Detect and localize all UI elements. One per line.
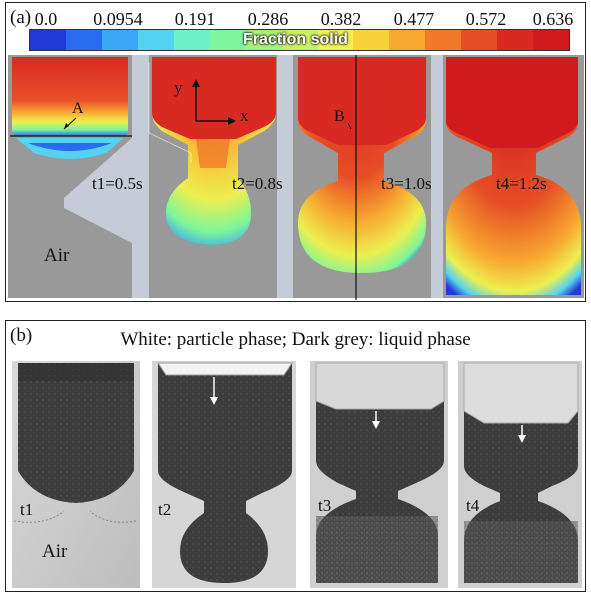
panel-a-simulation: 0.0 0.0954 0.191 0.286 0.382 0.477 0.572… xyxy=(5,2,586,302)
snapshot-t1 xyxy=(8,55,132,298)
colorbar-segment xyxy=(389,30,426,50)
colorbar-tick: 0.382 xyxy=(320,9,362,29)
panel-b-caption: White: particle phase; Dark grey: liquid… xyxy=(120,329,471,350)
time-label-t2: t2=0.8s xyxy=(232,174,283,193)
panel-b-experiment: t1 t2 t3 t4 Air (b) White: particle phas… xyxy=(5,320,586,592)
air-label: Air xyxy=(44,245,70,266)
snapshot-t2 xyxy=(148,55,277,298)
snapshot-t3 xyxy=(293,55,431,300)
x-axis-arrowhead xyxy=(228,117,236,125)
colorbar-segment xyxy=(317,30,354,50)
colorbar-segment xyxy=(101,30,138,50)
colorbar-segment xyxy=(245,30,282,50)
colorbar-tick: 0.286 xyxy=(247,9,289,29)
point-label-b: B xyxy=(334,108,345,125)
photo-time-t2: t2 xyxy=(158,500,171,519)
point-a-arrowhead xyxy=(64,123,69,129)
photo-frame-t1 xyxy=(12,361,140,588)
y-axis-arrowhead xyxy=(192,79,200,87)
x-axis-label: x xyxy=(240,106,249,125)
simulation-contours: t1=0.5s t2=0.8s t3=1.0s t4=1.2s A B y x … xyxy=(8,55,584,300)
time-label-t3: t3=1.0s xyxy=(381,174,432,193)
y-axis-label: y xyxy=(174,78,183,97)
colorbar-segment xyxy=(533,30,570,50)
colorbar-tick: 0.477 xyxy=(393,9,435,29)
colorbar-segment xyxy=(30,30,66,50)
colorbar-tick: 0.191 xyxy=(174,9,216,29)
colorbar-segment xyxy=(353,30,390,50)
colorbar-segment xyxy=(137,30,174,50)
colorbar-segment xyxy=(209,30,246,50)
panel-a-label: (a) xyxy=(10,7,34,29)
photo-time-t1: t1 xyxy=(20,500,33,519)
photo-time-t3: t3 xyxy=(318,496,331,515)
photo-frame-t3 xyxy=(310,361,448,588)
snapshot-t4 xyxy=(443,55,584,298)
colorbar-tick: 0.0 xyxy=(34,9,58,29)
point-label-a: A xyxy=(72,100,84,117)
colorbar-tick: 0.572 xyxy=(465,9,507,29)
colorbar xyxy=(29,29,570,51)
time-label-t4: t4=1.2s xyxy=(496,174,547,193)
point-b-arrow xyxy=(347,122,352,130)
photo-frame-t2 xyxy=(152,361,296,588)
colorbar-title: Fraction solid xyxy=(243,31,348,48)
colorbar-tick: 0.0954 xyxy=(93,9,143,29)
colorbar-segment xyxy=(425,30,462,50)
colorbar-segment xyxy=(461,30,498,50)
experiment-photos: t1 t2 t3 t4 Air xyxy=(12,361,582,588)
colorbar-segment xyxy=(497,30,534,50)
time-label-t1: t1=0.5s xyxy=(92,174,143,193)
photo-time-t4: t4 xyxy=(466,496,480,515)
photo-air-label: Air xyxy=(42,541,68,562)
colorbar-segment xyxy=(173,30,210,50)
colorbar-segment xyxy=(281,30,318,50)
photo-frame-t4 xyxy=(458,361,582,588)
colorbar-tick: 0.636 xyxy=(532,9,574,29)
panel-b-label: (b) xyxy=(10,325,33,346)
colorbar-segment xyxy=(65,30,102,50)
colorbar-ticks: 0.0 0.0954 0.191 0.286 0.382 0.477 0.572… xyxy=(6,9,585,29)
